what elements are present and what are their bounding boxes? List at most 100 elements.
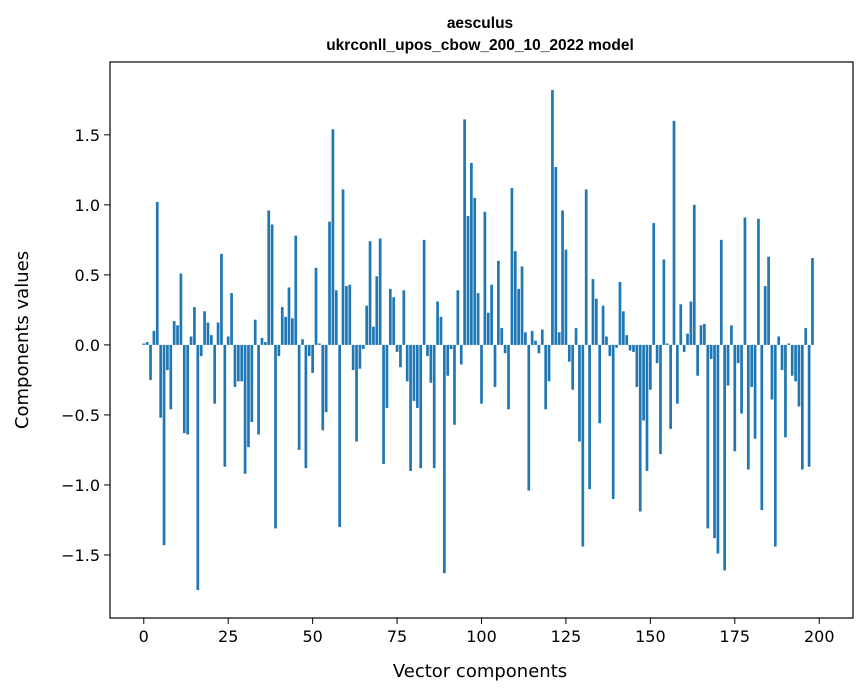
bar-154 [662,259,666,345]
y-tick-label: 1.0 [75,196,100,215]
bar-18 [203,311,206,345]
bar-186 [770,344,774,400]
bar-13 [186,344,190,435]
bar-168 [709,344,713,359]
bar-98 [473,197,477,345]
bar-97 [470,162,473,345]
bar-86 [432,344,436,469]
bar-177 [740,344,743,414]
bar-119 [544,344,548,410]
x-tick-label: 50 [302,627,322,646]
bar-174 [730,325,733,345]
bar-23 [220,253,223,345]
bar-58 [338,344,341,527]
bar-72 [385,344,389,408]
chart-subtitle: ukrconll_upos_cbow_200_10_2022 model [326,37,634,54]
x-tick-label: 25 [218,627,238,646]
bar-179 [746,344,750,470]
bar-67 [368,241,372,345]
bar-92 [453,344,456,425]
y-tick-label: 1.5 [75,126,100,145]
bar-47 [301,339,304,345]
bar-129 [578,344,581,442]
bar-31 [247,344,250,448]
bar-77 [402,290,406,345]
bar-51 [314,267,318,345]
bar-54 [324,344,328,413]
bar-117 [537,344,541,354]
x-tick-label: 125 [551,627,582,646]
bar-49 [307,344,311,357]
bar-100 [480,344,483,404]
bar-32 [250,344,254,422]
bar-151 [652,223,656,345]
bar-95 [463,119,466,345]
bar-43 [287,287,291,345]
bar-140 [615,344,618,348]
bar-22 [216,322,220,345]
bar-3 [152,330,156,345]
bar-181 [753,344,757,439]
plot-frame [109,61,854,619]
bar-17 [199,344,203,357]
bar-130 [581,344,585,547]
bar-182 [757,218,760,345]
bar-172 [723,344,727,571]
bar-104 [493,344,497,387]
bar-118 [540,329,544,345]
bar-83 [422,239,426,345]
bar-66 [365,305,369,345]
bar-38 [270,224,274,345]
y-tick-label: 0.5 [75,266,100,285]
bar-91 [449,344,453,350]
bar-63 [355,344,358,442]
bar-178 [743,217,747,345]
bar-105 [497,260,500,345]
bar-74 [392,297,396,345]
bar-50 [311,344,314,373]
x-tick-label: 0 [139,627,149,646]
bar-165 [699,325,703,345]
bar-189 [780,344,784,371]
bar-116 [534,340,537,345]
x-axis-ticks: 0 25 50 75 100 125 150 175 200 [139,618,835,646]
bar-139 [611,344,615,499]
bar-64 [358,344,362,369]
bar-57 [334,290,338,345]
bar-25 [226,336,230,345]
bar-55 [328,221,331,345]
bar-81 [415,344,419,408]
bar-68 [372,326,375,345]
bar-149 [645,344,649,471]
bar-198 [811,258,814,345]
bar-61 [348,284,352,345]
bar-195 [800,344,804,470]
bar-167 [706,344,710,529]
bar-134 [594,298,598,345]
x-tick-label: 175 [720,627,751,646]
bar-75 [395,344,399,352]
bar-27 [233,344,237,387]
y-axis-label: Components values [12,251,33,429]
bar-101 [483,211,487,345]
bar-191 [787,343,791,345]
bar-8 [169,344,173,410]
bar-93 [456,290,460,345]
bar-37 [267,210,271,345]
bar-26 [230,293,233,345]
bar-84 [426,344,429,357]
bar-126 [567,344,571,362]
bar-36 [264,342,267,345]
bar-124 [561,210,564,345]
bar-44 [291,318,294,345]
bars-group [142,90,814,590]
bar-120 [547,344,551,382]
bar-56 [331,129,335,345]
bar-19 [206,322,210,345]
bar-82 [419,344,423,469]
bar-115 [530,330,534,345]
bar-143 [625,335,629,345]
bar-155 [665,343,669,345]
bar-153 [659,344,662,455]
bar-53 [321,344,325,431]
